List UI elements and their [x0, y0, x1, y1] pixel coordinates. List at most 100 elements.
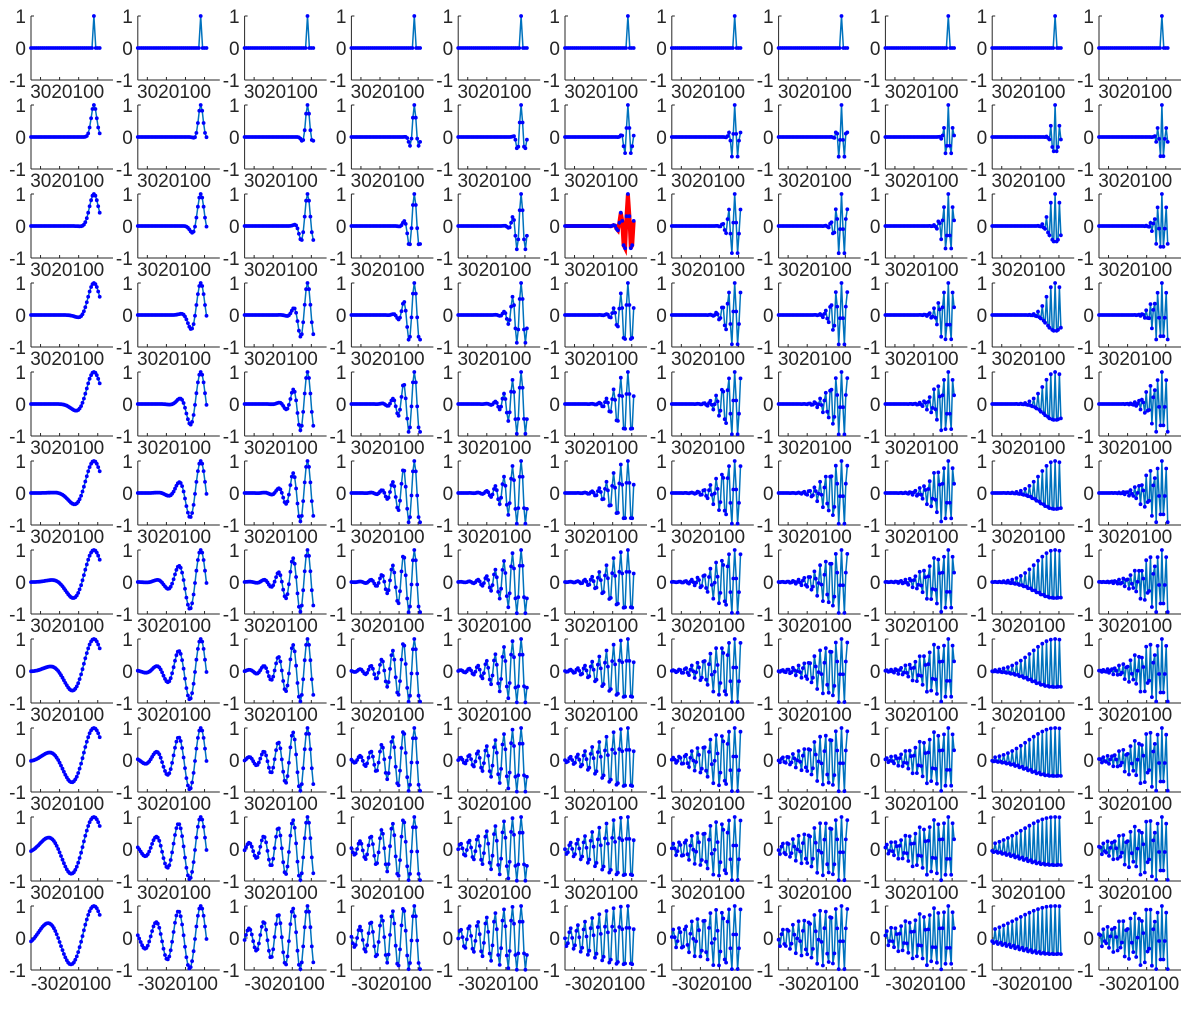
data-point [734, 487, 739, 492]
data-point [1044, 377, 1049, 382]
data-point [264, 666, 268, 670]
subplot-r3-c2: -1 0 1 3020100 [116, 185, 220, 281]
y-tick-label: 1 [1083, 274, 1094, 295]
data-point [89, 116, 93, 121]
data-point [418, 140, 422, 144]
data-point [499, 404, 503, 409]
data-point [399, 569, 404, 574]
y-tick-label: -1 [329, 249, 346, 270]
data-point [950, 466, 955, 471]
data-point [799, 583, 804, 588]
data-point [808, 489, 812, 493]
y-tick-label: 1 [1083, 185, 1094, 206]
data-point [626, 548, 630, 552]
data-point [87, 289, 92, 294]
y-tick-label: 1 [977, 541, 988, 562]
data-point [920, 590, 925, 595]
subplot-r3-c1: -1 0 1 3020100 [9, 185, 113, 281]
data-point [1157, 315, 1161, 320]
data-point [616, 228, 620, 233]
y-tick-label: -1 [1077, 338, 1094, 359]
y-tick-label: 0 [870, 217, 881, 238]
subplot-r3-c11: -1 0 1 3020100 [1077, 185, 1181, 281]
data-point [399, 481, 404, 486]
data-point [203, 303, 207, 307]
data-point [721, 476, 726, 480]
data-point [730, 611, 734, 615]
y-tick-label: 0 [229, 484, 240, 505]
x-tick-label: 3020100 [1098, 527, 1172, 548]
x-tick-label: 3020100 [351, 171, 425, 192]
data-point [919, 583, 924, 588]
data-point [482, 581, 486, 585]
y-tick-label: 0 [656, 484, 667, 505]
y-tick-label: 1 [763, 541, 774, 562]
data-point [84, 300, 89, 305]
y-tick-label: -1 [757, 427, 774, 448]
data-point [1155, 205, 1160, 210]
data-point [811, 584, 815, 589]
data-point [811, 493, 815, 498]
data-point [204, 224, 209, 229]
data-point [826, 415, 831, 420]
y-tick-label: 1 [229, 363, 240, 384]
x-tick-label: 3020100 [1098, 82, 1172, 103]
data-point [1053, 14, 1057, 18]
data-point [598, 578, 603, 582]
data-point [299, 514, 304, 518]
data-point [831, 328, 835, 332]
data-point [821, 599, 825, 603]
data-point [79, 493, 83, 498]
data-point [945, 143, 949, 148]
data-point [173, 572, 177, 577]
y-tick-label: 0 [549, 217, 560, 238]
data-point [939, 237, 944, 242]
data-point [1157, 494, 1161, 498]
data-point [190, 420, 195, 424]
subplot-r6-c9: -1 0 1 3020100 [863, 452, 968, 548]
subplot-r7-c2: -1 0 1 3020100 [116, 541, 220, 637]
data-point [405, 416, 410, 421]
data-point [200, 550, 205, 555]
data-point [305, 192, 310, 196]
x-tick-label: 3020100 [244, 260, 318, 281]
data-point [1161, 244, 1166, 249]
x-tick-label: 3020100 [30, 260, 104, 281]
y-tick-label: 0 [122, 662, 133, 683]
data-point [727, 290, 731, 295]
data-point [943, 246, 948, 251]
data-point [712, 491, 717, 496]
y-tick-label: 0 [656, 395, 667, 416]
data-point [299, 693, 304, 697]
x-tick-label: 3020100 [564, 82, 638, 103]
data-point [79, 404, 83, 408]
data-point [96, 376, 101, 381]
y-tick-label: 0 [656, 573, 667, 594]
data-point [933, 587, 938, 592]
data-point [1053, 103, 1057, 107]
y-tick-label: 0 [15, 662, 26, 683]
x-tick-label: 3020100 [671, 171, 745, 192]
data-point [594, 585, 599, 590]
data-point [832, 136, 837, 140]
y-tick-label: -1 [650, 605, 667, 626]
data-point [818, 396, 822, 401]
y-tick-label: -1 [116, 338, 133, 359]
data-point [727, 130, 731, 135]
y-tick-label: 1 [656, 541, 667, 562]
data-point [613, 398, 617, 402]
series-line [1099, 104, 1169, 157]
data-point [823, 474, 828, 479]
x-tick-label: 3020100 [457, 171, 531, 192]
data-point [952, 481, 956, 486]
data-point [949, 516, 954, 521]
y-tick-label: -1 [970, 160, 987, 181]
data-point [181, 489, 186, 494]
data-point [83, 567, 88, 572]
x-tick-label: 3020100 [30, 705, 104, 726]
y-tick-label: -1 [436, 338, 453, 359]
data-point [626, 192, 630, 196]
data-point [939, 136, 944, 141]
series-line [992, 15, 1061, 49]
